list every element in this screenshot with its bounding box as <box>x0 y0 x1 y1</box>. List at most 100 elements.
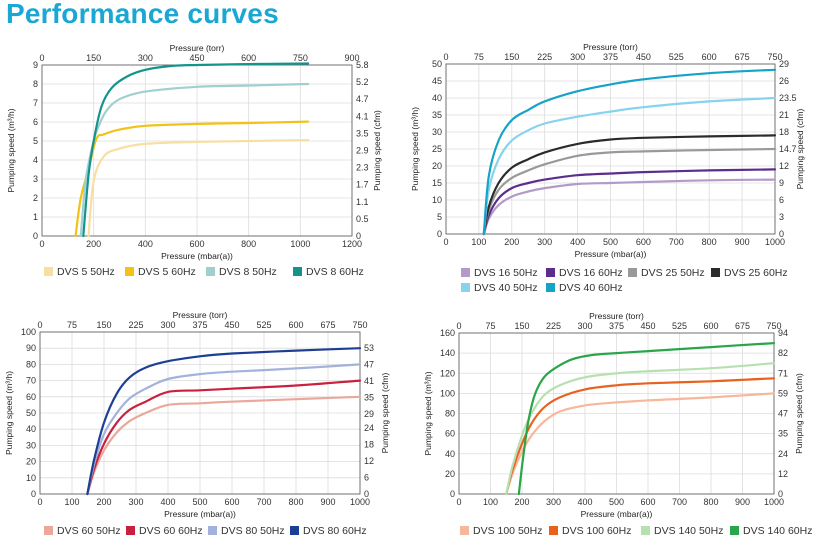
y-tick-label: 100 <box>440 388 455 398</box>
y-tick-label: 3 <box>33 174 38 184</box>
legend-label: DVS 25 60Hz <box>724 267 788 279</box>
legend-swatch <box>730 526 739 535</box>
y2-tick-label: 12 <box>364 456 374 466</box>
y-tick-label: 1 <box>33 212 38 222</box>
x-tick-label: 400 <box>160 497 175 507</box>
x-tick-label: 400 <box>138 239 153 249</box>
y2-tick-label: 29 <box>364 409 374 419</box>
legend-label: DVS 60 60Hz <box>139 525 203 537</box>
y-tick-label: 10 <box>26 473 36 483</box>
x2-tick-label: 150 <box>504 52 519 62</box>
legend-swatch <box>628 268 637 277</box>
x2-tick-label: 75 <box>67 320 77 330</box>
y-axis-label: Pumping speed (m³/h) <box>410 107 420 191</box>
y2-tick-label: 71 <box>778 368 788 378</box>
y-tick-label: 60 <box>26 392 36 402</box>
x2-tick-label: 450 <box>189 53 204 63</box>
y2-tick-label: 35 <box>778 429 788 439</box>
y2-tick-label: 14.7 <box>779 144 797 154</box>
y2-tick-label: 47 <box>778 409 788 419</box>
y2-tick-label: 47 <box>364 360 374 370</box>
x2-tick-label: 450 <box>640 321 655 331</box>
x2-tick-label: 225 <box>128 320 143 330</box>
y2-tick-label: 26 <box>779 76 789 86</box>
legend-swatch <box>549 526 558 535</box>
x2-tick-label: 0 <box>443 52 448 62</box>
x2-tick-label: 600 <box>702 52 717 62</box>
x-tick-label: 800 <box>703 497 718 507</box>
y2-tick-label: 21 <box>779 110 789 120</box>
series-line <box>86 363 362 496</box>
x-tick-label: 1000 <box>765 237 785 247</box>
x-tick-label: 500 <box>603 237 618 247</box>
y-tick-label: 4 <box>33 155 38 165</box>
x-tick-label: 300 <box>546 497 561 507</box>
x2-tick-label: 0 <box>39 53 44 63</box>
x-tick-label: 1000 <box>350 497 370 507</box>
legend-label: DVS 80 50Hz <box>221 525 285 537</box>
x2-axis-label: Pressure (torr) <box>170 43 225 53</box>
legend-swatch <box>546 283 555 292</box>
y2-tick-label: 0 <box>364 489 369 499</box>
y-tick-label: 10 <box>432 195 442 205</box>
y-tick-label: 9 <box>33 60 38 70</box>
legend-swatch <box>44 526 53 535</box>
x-tick-label: 300 <box>128 497 143 507</box>
y2-axis-label: Pumping speed (cfm) <box>372 110 382 191</box>
legend-swatch <box>460 526 469 535</box>
x-tick-label: 400 <box>577 497 592 507</box>
y-tick-label: 45 <box>432 76 442 86</box>
y-tick-label: 30 <box>26 440 36 450</box>
legend-label: DVS 5 50Hz <box>57 266 115 278</box>
x-tick-label: 200 <box>96 497 111 507</box>
legend-label: DVS 25 50Hz <box>641 267 705 279</box>
y2-tick-label: 0.5 <box>356 214 369 224</box>
x2-tick-label: 750 <box>766 321 781 331</box>
y-tick-label: 40 <box>432 93 442 103</box>
x-tick-label: 900 <box>320 497 335 507</box>
x-axis-label: Pressure (mbar(a)) <box>161 251 233 261</box>
legend-swatch <box>206 267 215 276</box>
y2-axis-label: Pumping speed (cfm) <box>380 372 390 453</box>
y2-tick-label: 29 <box>779 59 789 69</box>
y2-tick-label: 23.5 <box>779 93 797 103</box>
y2-tick-label: 12 <box>779 161 789 171</box>
x2-tick-label: 750 <box>352 320 367 330</box>
x-tick-label: 300 <box>537 237 552 247</box>
x2-tick-label: 225 <box>537 52 552 62</box>
legend-label: DVS 5 60Hz <box>138 266 196 278</box>
legend-label: DVS 8 60Hz <box>306 266 364 278</box>
x2-tick-label: 600 <box>703 321 718 331</box>
legend-swatch <box>461 283 470 292</box>
y-tick-label: 50 <box>26 408 36 418</box>
series-line <box>87 139 310 238</box>
y-tick-label: 40 <box>26 424 36 434</box>
y-tick-label: 70 <box>26 376 36 386</box>
y-tick-label: 120 <box>440 368 455 378</box>
x2-tick-label: 150 <box>96 320 111 330</box>
legend-swatch <box>293 267 302 276</box>
y-tick-label: 20 <box>445 469 455 479</box>
legend-swatch <box>711 268 720 277</box>
legend-label: DVS 16 50Hz <box>474 267 538 279</box>
series-line <box>482 168 777 236</box>
y-tick-label: 7 <box>33 98 38 108</box>
x-tick-label: 600 <box>640 497 655 507</box>
y-axis-label: Pumping speed (m³/h) <box>423 371 433 455</box>
y2-tick-label: 41 <box>364 376 374 386</box>
y2-tick-label: 2.3 <box>356 163 369 173</box>
x2-tick-label: 600 <box>241 53 256 63</box>
x2-tick-label: 525 <box>256 320 271 330</box>
legend-label: DVS 100 60Hz <box>562 525 631 537</box>
x2-tick-label: 750 <box>767 52 782 62</box>
x2-tick-label: 750 <box>293 53 308 63</box>
x-tick-label: 600 <box>189 239 204 249</box>
y2-tick-label: 24 <box>778 449 788 459</box>
plot-frame <box>39 331 361 495</box>
y-tick-label: 90 <box>26 343 36 353</box>
x-tick-label: 900 <box>735 237 750 247</box>
y2-tick-label: 1.7 <box>356 180 369 190</box>
x-tick-label: 500 <box>192 497 207 507</box>
